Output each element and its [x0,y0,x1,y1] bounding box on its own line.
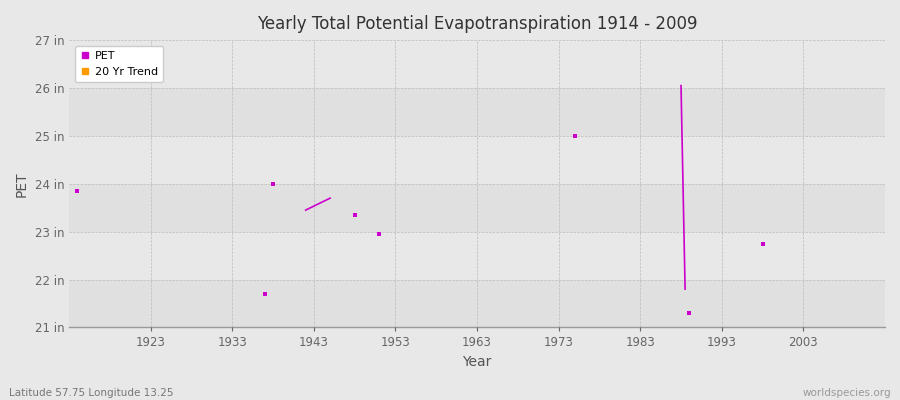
Bar [69,280,885,328]
Legend: PET, 20 Yr Trend: PET, 20 Yr Trend [75,46,163,82]
Point [70,188,85,194]
Bar [69,40,885,88]
X-axis label: Year: Year [463,355,491,369]
Text: Latitude 57.75 Longitude 13.25: Latitude 57.75 Longitude 13.25 [9,388,174,398]
Point [755,240,770,247]
Y-axis label: PET: PET [15,171,29,196]
Point [347,212,362,218]
Point [372,231,386,237]
Bar [69,184,885,232]
Text: worldspecies.org: worldspecies.org [803,388,891,398]
Bar [69,232,885,280]
Point [568,133,582,139]
Point [257,291,272,297]
Point [682,310,697,316]
Bar [69,88,885,136]
Bar [69,136,885,184]
Point [266,180,280,187]
Title: Yearly Total Potential Evapotranspiration 1914 - 2009: Yearly Total Potential Evapotranspiratio… [256,15,698,33]
